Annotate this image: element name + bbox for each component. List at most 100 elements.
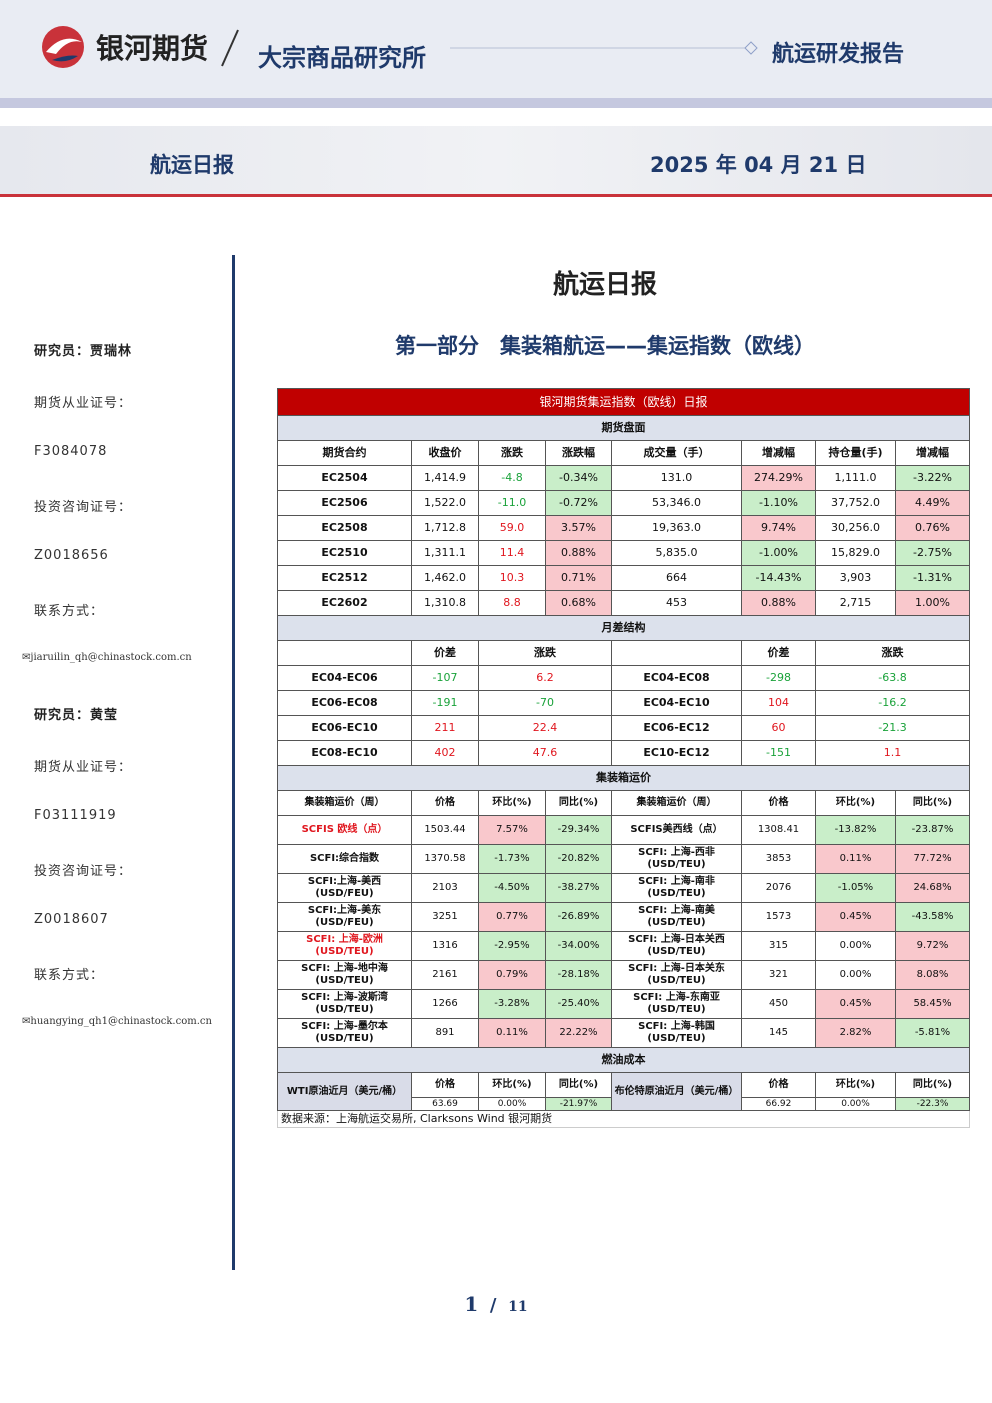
cell: 37,752.0: [815, 490, 896, 516]
cell: -0.72%: [545, 490, 612, 516]
column-header: 增减幅: [894, 440, 971, 466]
column-header: 涨跌: [478, 640, 612, 666]
table-row: SCFI: 上海-波斯湾 (USD/TEU) 1266 -3.28% -25.40% S…: [277, 989, 971, 1019]
logo-mark: [42, 26, 84, 68]
header-line: [450, 41, 758, 55]
cell: -151: [741, 740, 816, 766]
cell: 66.92: [741, 1097, 816, 1111]
cell: -0.34%: [545, 465, 612, 491]
table-row: WTI原油近月（美元/桶） 价格 环比(%) 同比(%) 布伦特原油近月（美元/桶） 价格…: [277, 1072, 971, 1111]
table-row: EC2602 1,310.8 8.8 0.68% 453 0.88% 2,715 1.00%: [277, 590, 971, 616]
cell: 3,903: [815, 565, 896, 591]
sidebar-item: 研究员：黄莹: [34, 708, 119, 723]
column-header: 环比(%): [815, 1072, 896, 1098]
cell: 1,311.1: [411, 540, 479, 566]
row-label: EC06-EC12: [611, 715, 742, 741]
cell: 0.00%: [815, 1097, 896, 1111]
cell: -11.0: [478, 490, 546, 516]
column-header: 成交量（手）: [611, 440, 742, 466]
column-header: 价格: [411, 790, 479, 816]
table: 银河期货集运指数（欧线）日报 期货盘面 期货合约 收盘价 涨跌 涨跌幅 成交量（手） 增减幅持…: [276, 388, 971, 1128]
section-header: 期货盘面: [276, 415, 971, 441]
row-label: EC2510: [277, 540, 412, 566]
cell: 0.11%: [815, 844, 896, 874]
sidebar-item: Z0018607: [34, 912, 109, 927]
sidebar: [0, 255, 235, 1270]
cell: -22.3%: [894, 1097, 971, 1111]
cell: 1,522.0: [411, 490, 479, 516]
column-header: 布伦特原油近月（美元/桶）: [611, 1072, 742, 1111]
cell: -1.00%: [741, 540, 816, 566]
column-header: 价格: [411, 1072, 479, 1098]
cell: 104: [741, 690, 816, 716]
cell: 4.49%: [894, 490, 971, 516]
page-total: 11: [508, 1299, 528, 1315]
cell: -107: [411, 665, 479, 691]
row-label: SCFI: 上海-南非 (USD/TEU): [611, 873, 742, 903]
sidebar-item: 期货从业证号：: [34, 396, 133, 411]
sidebar-item: Z0018656: [34, 548, 109, 563]
cell: 131.0: [611, 465, 742, 491]
cell: 402: [411, 740, 479, 766]
cell: 1,111.0: [815, 465, 896, 491]
cell: 2076: [741, 873, 816, 903]
row-label: EC2602: [277, 590, 412, 616]
cell: 58.45%: [894, 989, 971, 1019]
cell: -13.82%: [815, 815, 896, 845]
logo-text: 银河期货: [96, 32, 209, 65]
cell: -21.3: [814, 715, 971, 741]
table-row: 63.69 0.00% -21.97% 66.92 0.00% -22.3%: [278, 1097, 971, 1111]
table-row: SCFI:上海-美西 (USD/FEU) 2103 -4.50% -38.27% SCF…: [277, 873, 971, 903]
cell: 1.1: [814, 740, 971, 766]
row-label: SCFI: 上海-日本关西 (USD/TEU): [611, 931, 742, 961]
cell: 2161: [411, 960, 479, 990]
table-row: 集装箱运价: [276, 765, 971, 791]
cell: 63.69: [411, 1097, 479, 1111]
sidebar-item: 研究员：贾瑞林: [34, 344, 133, 359]
cell: 6.2: [478, 665, 612, 691]
cell: 1,414.9: [411, 465, 479, 491]
cell: -34.00%: [545, 931, 612, 961]
cell: 1308.41: [741, 815, 816, 845]
cell: 0.76%: [894, 515, 971, 541]
cell: 2103: [411, 873, 479, 903]
row-label: SCFI: 上海-地中海 (USD/TEU): [277, 960, 412, 990]
row-label: SCFI: 上海-西非 (USD/TEU): [611, 844, 742, 874]
cell: 0.11%: [478, 1018, 546, 1048]
column-header: 涨跌: [814, 640, 971, 666]
cell: 1266: [411, 989, 479, 1019]
cell: 2.82%: [815, 1018, 896, 1048]
cell: -26.89%: [545, 902, 612, 932]
cell: 1,462.0: [411, 565, 479, 591]
table-row: 期货盘面: [276, 415, 971, 441]
cell: 3251: [411, 902, 479, 932]
cell: 453: [611, 590, 742, 616]
data-table: 银河期货集运指数（欧线）日报 期货盘面 期货合约 收盘价 涨跌 涨跌幅 成交量（手） 增减幅持…: [276, 388, 971, 1128]
cell: 321: [741, 960, 816, 990]
page-current: 1: [464, 1292, 479, 1316]
row-label: SCFI: 上海-墨尔本 (USD/TEU): [277, 1018, 412, 1048]
cell: 22.4: [478, 715, 612, 741]
cell: 77.72%: [894, 844, 971, 874]
blank-header: [277, 640, 412, 666]
column-header: 同比(%): [894, 1072, 971, 1098]
cell: 891: [411, 1018, 479, 1048]
table-row: EC08-EC10 402 47.6 EC10-EC12 -151 1.1: [277, 740, 971, 766]
table-row: 月差结构: [276, 615, 971, 641]
column-header: 价格: [741, 790, 816, 816]
column-header: 持仓量(手): [815, 440, 896, 466]
cell: 145: [741, 1018, 816, 1048]
table-row: EC06-EC08 -191 -70 EC04-EC10 104 -16.2: [277, 690, 971, 716]
cell: 0.88%: [741, 590, 816, 616]
row-label: EC08-EC10: [277, 740, 412, 766]
row-label: SCFI:上海-美东 (USD/FEU): [277, 902, 412, 932]
row-label: SCFI: 上海-波斯湾 (USD/TEU): [277, 989, 412, 1019]
row-label: SCFI:综合指数: [277, 844, 412, 874]
section-header: 燃油成本: [276, 1047, 971, 1073]
cell: 0.45%: [815, 902, 896, 932]
cell: -1.73%: [478, 844, 546, 874]
blank-header: [611, 640, 742, 666]
cell: 0.00%: [815, 960, 896, 990]
cell: 0.77%: [478, 902, 546, 932]
cell: 8.8: [478, 590, 546, 616]
